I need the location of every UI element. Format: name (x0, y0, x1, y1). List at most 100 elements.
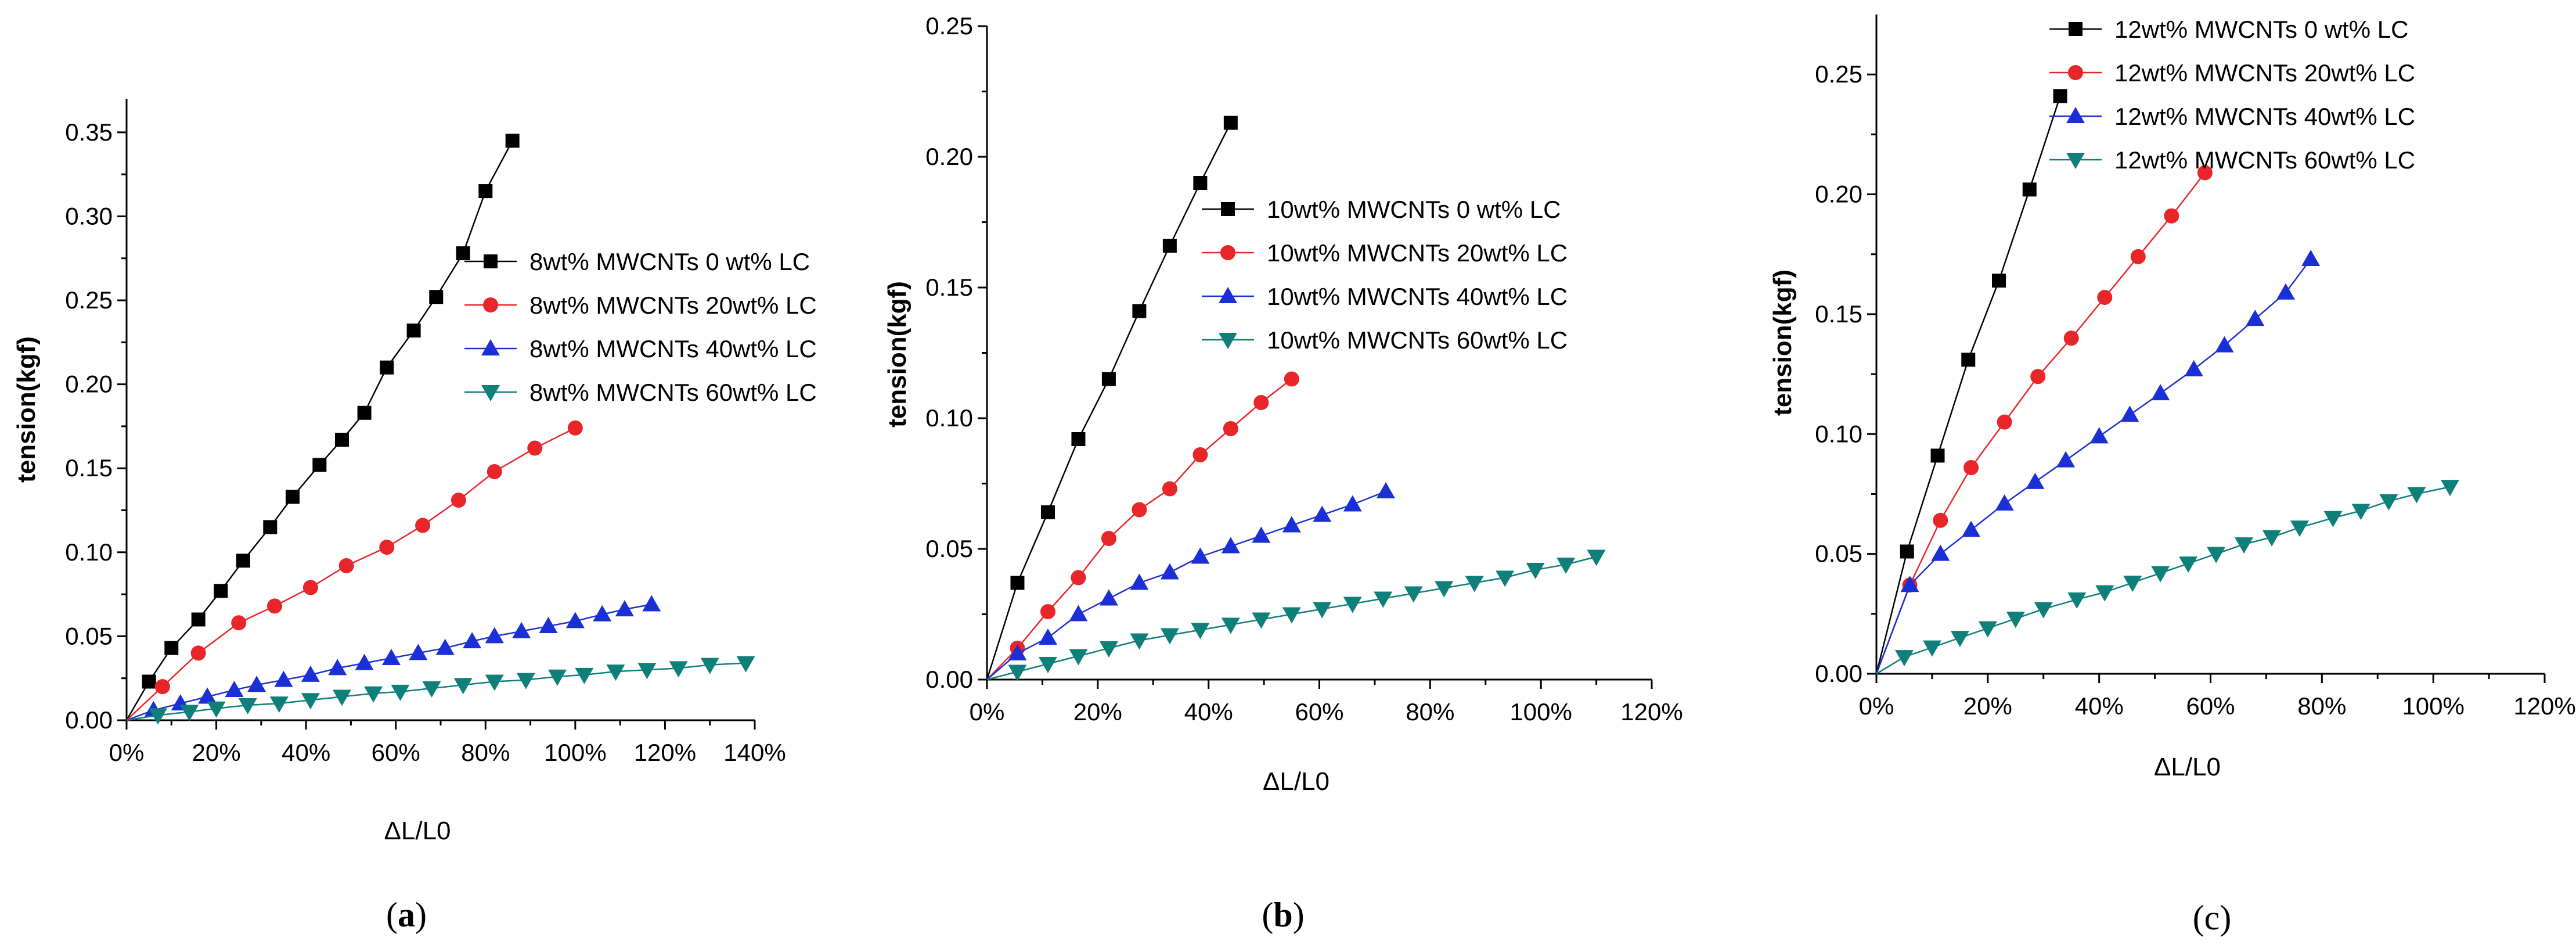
series-line (1875, 172, 2206, 674)
data-point (2246, 310, 2265, 326)
series-1 (986, 371, 1299, 680)
series-1 (126, 420, 583, 721)
data-point (214, 584, 228, 598)
data-point (2379, 494, 2398, 511)
x-tick-label: 100% (1509, 698, 1572, 725)
data-point (1069, 649, 1088, 666)
data-point (565, 612, 585, 628)
data-point (1435, 581, 1454, 598)
data-point (1933, 512, 1948, 528)
panel-caption: (b) (1262, 896, 1304, 934)
data-point (516, 673, 535, 689)
legend: 10wt% MWCNTs 0 wt% LC 10wt% MWCNTs 20wt% … (1202, 196, 1568, 354)
data-point (1040, 604, 1055, 619)
data-point (191, 612, 206, 627)
data-point (1099, 589, 1118, 606)
y-tick-label: 0.10 (65, 538, 113, 566)
data-point (1040, 505, 1055, 519)
data-point (2123, 576, 2142, 592)
data-point (2120, 405, 2139, 422)
data-point (2151, 566, 2170, 583)
data-point (164, 641, 179, 655)
data-point (1404, 586, 1423, 603)
data-point (2440, 480, 2459, 497)
data-point (1038, 628, 1057, 645)
legend-marker (1219, 333, 1237, 349)
data-point (1101, 531, 1116, 546)
data-point (301, 665, 320, 682)
series-2 (1875, 249, 2321, 674)
legend-marker (1221, 202, 1235, 216)
data-point (2235, 537, 2254, 554)
data-point (274, 670, 293, 687)
data-point (207, 701, 226, 718)
data-point (1557, 558, 1576, 574)
x-tick-label: 40% (282, 739, 330, 766)
data-point (285, 490, 300, 504)
data-point (429, 290, 444, 304)
series-line (1876, 486, 2451, 675)
data-point (302, 580, 318, 595)
data-point (1010, 576, 1025, 590)
data-point (2030, 369, 2046, 385)
y-tick-label: 0.10 (925, 404, 973, 432)
data-point (1221, 537, 1240, 554)
data-point (2276, 283, 2295, 300)
legend-label: 12wt% MWCNTs 20wt% LC (2114, 59, 2415, 87)
data-point (2164, 208, 2179, 224)
data-point (1071, 570, 1086, 585)
data-point (2097, 290, 2113, 306)
series-line (126, 427, 576, 721)
x-tick-label: 80% (2297, 692, 2346, 720)
data-point (2063, 330, 2079, 346)
data-point (1282, 516, 1301, 533)
y-axis-title: tension(kgf) (12, 336, 41, 483)
data-point (1252, 612, 1271, 629)
data-point (1900, 544, 1914, 559)
legend-label: 8wt% MWCNTs 0 wt% LC (529, 248, 810, 275)
data-point (547, 669, 567, 686)
series-0 (986, 116, 1238, 680)
x-tick-label: 40% (2075, 692, 2124, 720)
y-tick-label: 0.10 (1815, 420, 1862, 447)
data-point (334, 433, 349, 447)
data-point (2089, 427, 2109, 444)
y-tick-label: 0.05 (1815, 540, 1862, 567)
data-point (2262, 530, 2282, 547)
data-point (637, 663, 657, 680)
data-point (198, 687, 217, 704)
data-point (2290, 520, 2309, 537)
data-point (700, 658, 719, 674)
y-tick-label: 0.20 (925, 143, 973, 170)
data-point (456, 246, 470, 261)
data-point (142, 674, 156, 689)
x-tick-label: 20% (1073, 698, 1122, 725)
x-tick-label: 120% (634, 739, 696, 766)
data-point (415, 518, 431, 533)
series-line (125, 140, 513, 721)
y-tick-label: 0.15 (925, 274, 973, 301)
data-point (1162, 239, 1177, 253)
legend-label: 12wt% MWCNTs 0 wt% LC (2114, 16, 2408, 43)
data-point (1343, 597, 1362, 613)
data-point (2095, 585, 2114, 602)
legend-marker (481, 339, 500, 355)
data-point (2207, 547, 2226, 563)
x-tick-label: 60% (1295, 698, 1343, 725)
data-point (1377, 482, 1395, 498)
data-point (1284, 371, 1299, 387)
y-tick-label: 0.00 (925, 666, 973, 693)
data-point (1221, 617, 1240, 634)
x-axis-title: ΔL/L0 (1263, 767, 1330, 796)
panel-b: 0% 20% 40% 60% 80% 100% 120% 0.00 0.05 0.10 0.15 0.… (883, 12, 1683, 934)
data-point (2151, 384, 2170, 401)
x-tick-label: 0% (109, 739, 145, 766)
series-3 (986, 549, 1606, 681)
data-point (1253, 395, 1269, 410)
y-axis-title: tension(kgf) (883, 281, 911, 427)
data-point (1997, 414, 2012, 430)
y-tick-label: 0.20 (65, 371, 113, 398)
x-tick-label: 20% (192, 739, 241, 766)
data-point (1008, 664, 1027, 681)
